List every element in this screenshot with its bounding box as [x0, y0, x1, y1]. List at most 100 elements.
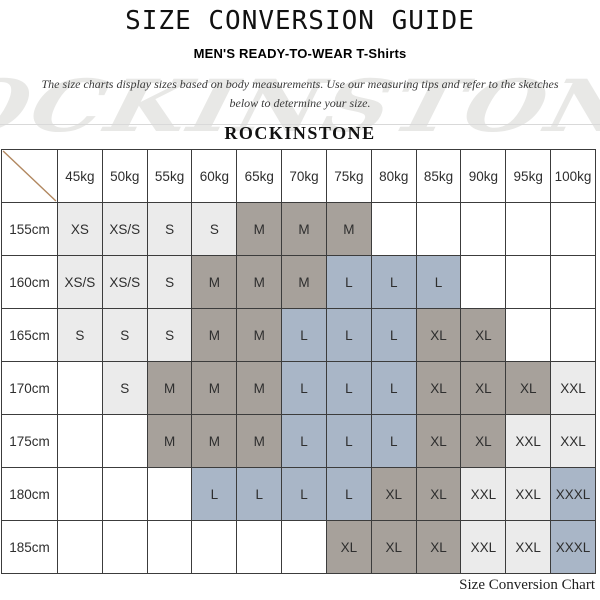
size-cell [146, 467, 193, 521]
size-cell: XL [325, 520, 372, 574]
size-cell [460, 202, 507, 256]
height-header-cell: 180cm [1, 467, 58, 521]
size-cell: XXL [505, 520, 552, 574]
size-cell: L [191, 467, 238, 521]
corner-header-cell [1, 149, 58, 203]
size-cell [101, 520, 148, 574]
size-cell: M [236, 308, 283, 362]
size-cell [146, 520, 193, 574]
weight-header-cell: 75kg [325, 149, 372, 203]
size-cell: XL [415, 308, 462, 362]
size-cell: XXL [505, 414, 552, 468]
size-cell: M [191, 361, 238, 415]
size-cell: L [281, 361, 327, 415]
height-header-cell: 155cm [1, 202, 58, 256]
size-cell: L [281, 308, 327, 362]
size-cell: M [236, 361, 283, 415]
size-cell: M [236, 255, 283, 309]
size-cell: M [281, 255, 327, 309]
size-cell: XL [460, 361, 507, 415]
size-cell: XL [415, 520, 462, 574]
size-cell: L [325, 308, 372, 362]
size-cell: M [146, 414, 193, 468]
size-cell: L [370, 361, 417, 415]
size-cell [370, 202, 417, 256]
size-cell: S [191, 202, 238, 256]
size-cell: S [101, 361, 148, 415]
table-row: 155cm XS XS/S S S M M M [1, 202, 596, 256]
size-cell: XXL [460, 520, 507, 574]
size-cell: L [281, 467, 327, 521]
size-cell: XL [415, 467, 462, 521]
size-cell [57, 414, 103, 468]
size-cell: M [191, 255, 238, 309]
height-header-cell: 170cm [1, 361, 58, 415]
height-header-cell: 165cm [1, 308, 58, 362]
height-header-cell: 185cm [1, 520, 58, 574]
weight-header-cell: 55kg [146, 149, 193, 203]
size-cell: L [236, 467, 283, 521]
size-cell: XL [370, 520, 417, 574]
size-cell [57, 361, 103, 415]
size-cell: XS/S [57, 255, 103, 309]
size-cell: L [370, 255, 417, 309]
size-cell [281, 520, 327, 574]
size-cell [101, 414, 148, 468]
instructions-line-1: The size charts display sizes based on b… [41, 77, 559, 91]
height-header-cell: 160cm [1, 255, 58, 309]
size-cell: XL [505, 361, 552, 415]
weight-header-cell: 90kg [460, 149, 507, 203]
table-row: 185cm XL XL XL XXL XXL XXXL [1, 520, 596, 574]
weight-header-cell: 60kg [191, 149, 238, 203]
page-title: SIZE CONVERSION GUIDE [125, 6, 475, 36]
instructions-text: The size charts display sizes based on b… [0, 75, 600, 113]
size-cell [415, 202, 462, 256]
size-cell: L [325, 467, 372, 521]
size-cell [550, 202, 596, 256]
size-cell: M [191, 414, 238, 468]
size-cell: XL [415, 361, 462, 415]
weight-header-cell: 100kg [550, 149, 596, 203]
weight-header-cell: 95kg [505, 149, 552, 203]
size-cell: XL [460, 414, 507, 468]
table-row: 175cm M M M L L L XL XL XXL XXL [1, 414, 596, 468]
size-cell: L [325, 255, 372, 309]
size-cell: M [281, 202, 327, 256]
size-cell: XXL [505, 467, 552, 521]
size-cell: L [370, 308, 417, 362]
size-cell: XXL [550, 414, 596, 468]
size-cell: L [325, 414, 372, 468]
size-cell [57, 467, 103, 521]
size-cell [550, 255, 596, 309]
height-header-cell: 175cm [1, 414, 58, 468]
size-cell: XL [415, 414, 462, 468]
size-cell [191, 520, 238, 574]
table-header-row: 45kg 50kg 55kg 60kg 65kg 70kg 75kg 80kg 85kg 90kg… [1, 149, 596, 203]
size-cell: S [146, 255, 193, 309]
size-cell: XXXL [550, 520, 596, 574]
diagonal-line-icon [2, 150, 57, 202]
size-cell: M [236, 414, 283, 468]
table-row: 180cm L L L L XL XL XXL XXL XXXL [1, 467, 596, 521]
size-table: 45kg 50kg 55kg 60kg 65kg 70kg 75kg 80kg 85kg 90kg… [1, 149, 596, 574]
size-cell [505, 255, 552, 309]
weight-header-cell: 85kg [415, 149, 462, 203]
size-cell: L [415, 255, 462, 309]
size-cell: XXXL [550, 467, 596, 521]
size-cell: S [146, 202, 193, 256]
horizontal-divider [0, 124, 600, 125]
size-cell: XS/S [101, 255, 148, 309]
weight-header-cell: 65kg [236, 149, 283, 203]
size-cell: M [325, 202, 372, 256]
size-cell [460, 255, 507, 309]
size-cell: XS/S [101, 202, 148, 256]
size-cell: XL [370, 467, 417, 521]
size-cell: L [370, 414, 417, 468]
brand-name: ROCKINSTONE [224, 123, 376, 143]
size-cell: M [236, 202, 283, 256]
size-cell: M [146, 361, 193, 415]
size-cell: XXL [460, 467, 507, 521]
size-cell: XL [460, 308, 507, 362]
size-cell: XS [57, 202, 103, 256]
size-cell: S [146, 308, 193, 362]
